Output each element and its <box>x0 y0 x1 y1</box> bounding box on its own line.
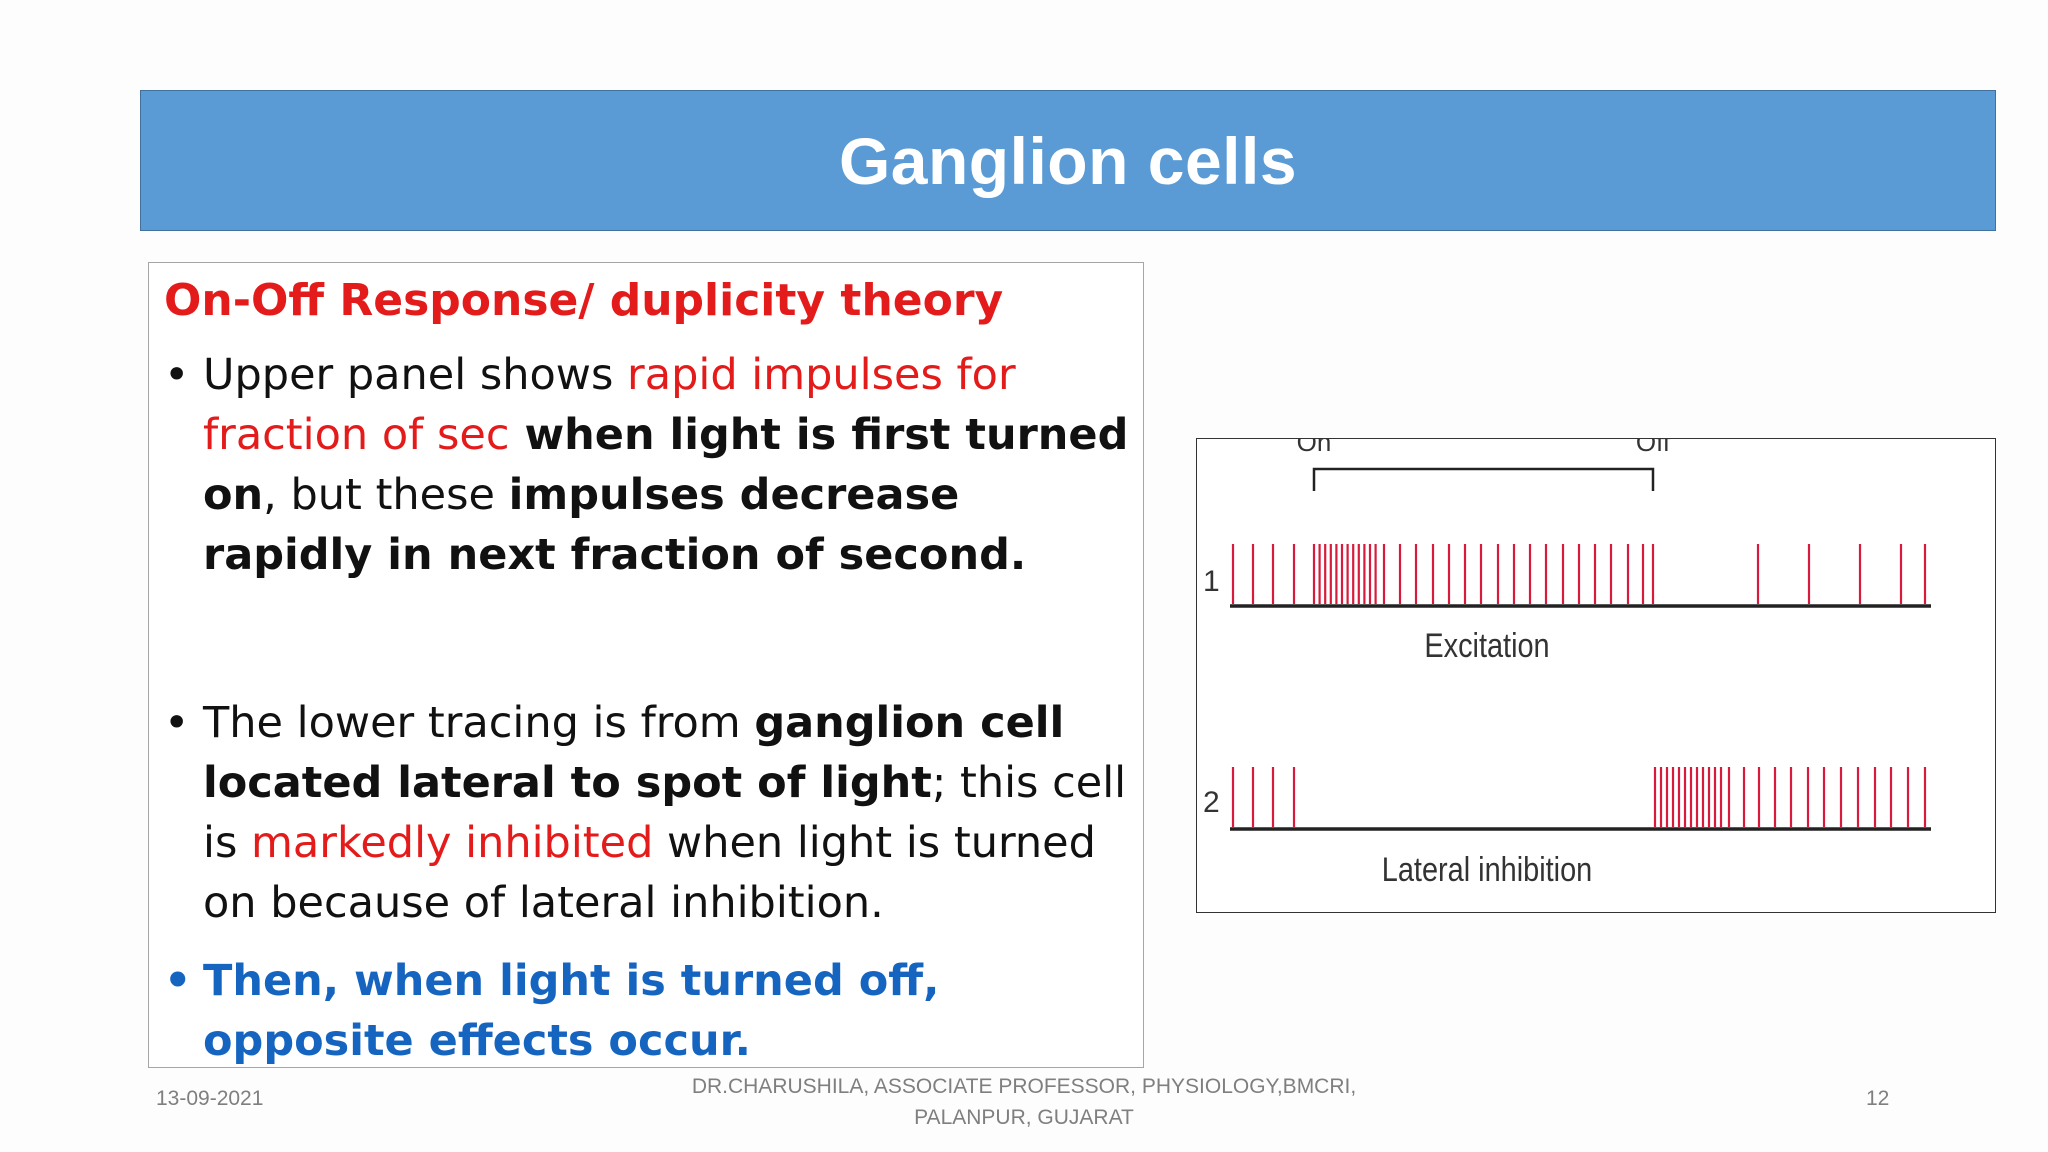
footer-author: DR.CHARUSHILA, ASSOCIATE PROFESSOR, PHYS… <box>624 1071 1424 1133</box>
bullet-dot: • <box>164 956 192 1006</box>
bullet-light-off: • Then, when light is turned off, opposi… <box>164 951 1139 1071</box>
impulse-figure: On Off 1 Excitation 2 Lateral inhibition <box>1196 438 1996 913</box>
bullet-dot: • <box>164 350 190 400</box>
footer-date: 13-09-2021 <box>156 1087 264 1110</box>
trace-1-spikes <box>1231 544 1927 604</box>
trace-1-number: 1 <box>1203 565 1220 598</box>
bullet-run-bold: impulses decrease rapidly in next fracti… <box>203 470 1027 580</box>
bullet-run: , but these <box>263 470 509 520</box>
footer-author-line-2: PALANPUR, GUJARAT <box>914 1106 1134 1129</box>
bullet-upper-panel: • Upper panel shows rapid impulses for f… <box>164 345 1139 585</box>
section-heading: On-Off Response/ duplicity theory <box>164 275 1004 326</box>
stimulus-bracket <box>1312 467 1655 491</box>
trace-2-number: 2 <box>1203 786 1220 819</box>
label-off: Off <box>1636 439 1671 457</box>
text-box: On-Off Response/ duplicity theory • Uppe… <box>148 262 1144 1068</box>
title-bar: Ganglion cells <box>140 90 1996 231</box>
text-content: On-Off Response/ duplicity theory • Uppe… <box>164 271 1139 1071</box>
bullet-run: when light is turned on because of later… <box>203 818 1096 928</box>
bullet-run-red: markedly inhibited <box>251 818 654 868</box>
bullet-run-bold: when light is first turned on <box>203 410 1129 520</box>
bullet-run: ; this cell is <box>203 758 1127 868</box>
bullet-run: The lower tracing is from <box>203 698 755 748</box>
trace-2-label: Lateral inhibition <box>1382 850 1592 889</box>
impulse-diagram: On Off 1 Excitation 2 Lateral inhibition <box>1203 439 1931 889</box>
bullet-run-red: rapid impulses for fraction of sec <box>203 350 1016 460</box>
page-number: 12 <box>1866 1087 1890 1110</box>
trace-2-spikes <box>1231 767 1927 827</box>
label-on: On <box>1297 439 1332 457</box>
bullet-run-blue: Then, when light is turned off, opposite… <box>203 956 940 1066</box>
bullet-lower-tracing: • The lower tracing is from ganglion cel… <box>164 693 1139 933</box>
slide-title: Ganglion cells <box>838 123 1298 198</box>
bullet-dot: • <box>164 698 190 748</box>
bullet-run: Upper panel shows <box>203 350 628 400</box>
trace-1-label: Excitation <box>1424 626 1549 665</box>
bullet-run-bold: ganglion cell located lateral to spot of… <box>203 698 1065 808</box>
footer-author-line-1: DR.CHARUSHILA, ASSOCIATE PROFESSOR, PHYS… <box>691 1075 1357 1098</box>
